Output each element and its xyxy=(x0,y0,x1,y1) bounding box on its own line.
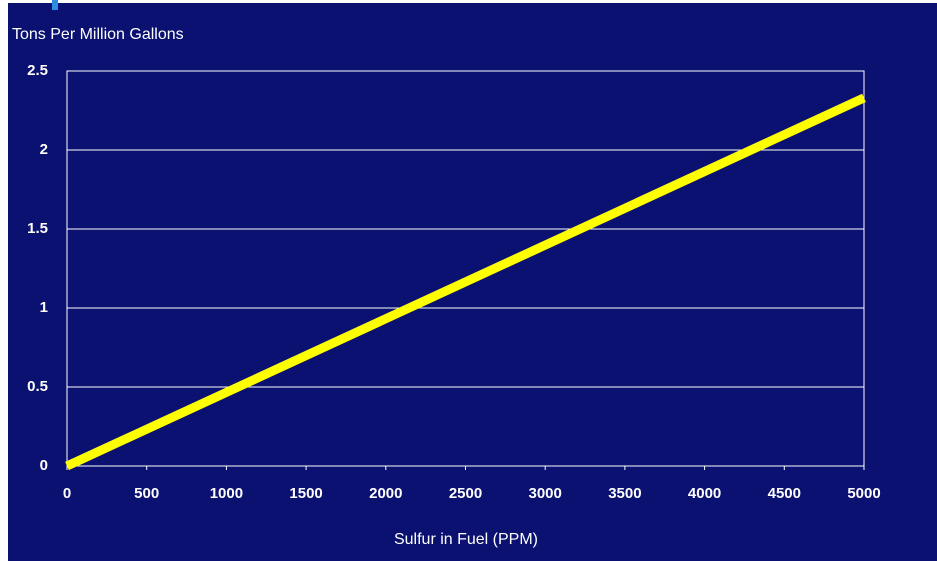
x-tick-label: 4000 xyxy=(688,485,721,502)
x-axis-label: Sulfur in Fuel (PPM) xyxy=(394,531,538,548)
plot-border xyxy=(66,70,865,467)
x-tick-label: 3000 xyxy=(529,485,562,502)
x-tick-label: 2500 xyxy=(449,485,482,502)
x-tick-label: 1500 xyxy=(289,485,322,502)
x-tick-label: 500 xyxy=(134,485,159,502)
decoration xyxy=(52,0,58,10)
x-tick-label: 2000 xyxy=(369,485,402,502)
line xyxy=(65,93,866,471)
y-axis-label: Tons Per Million Gallons xyxy=(12,26,184,43)
x-tick-label: 3500 xyxy=(608,485,641,502)
y-tick-label: 0 xyxy=(40,457,48,474)
y-tick-label: 1.5 xyxy=(27,220,48,237)
x-tick-label: 0 xyxy=(63,485,71,502)
y-tick-label: 2.5 xyxy=(27,62,48,79)
x-tick-label: 4500 xyxy=(768,485,801,502)
y-tick-label: 2 xyxy=(40,141,48,158)
x-tick-label: 5000 xyxy=(847,485,880,502)
y-tick-label: 0.5 xyxy=(27,378,48,395)
y-tick-label: 1 xyxy=(40,299,48,316)
x-tick-label: 1000 xyxy=(210,485,243,502)
